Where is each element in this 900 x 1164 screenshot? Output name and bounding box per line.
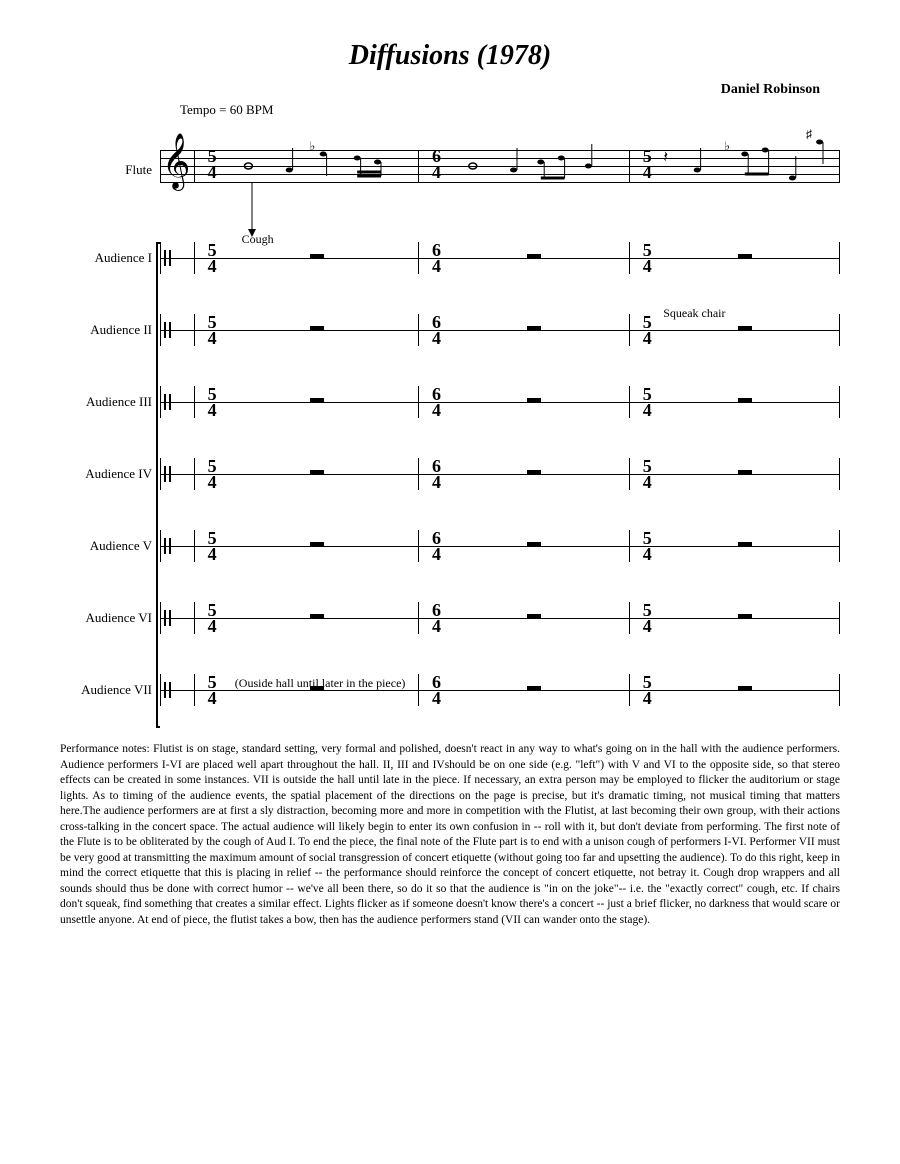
whole-rest-icon: [527, 686, 541, 691]
timesig: 54: [643, 242, 652, 274]
whole-rest-icon: [310, 542, 324, 547]
audience-staff: 54 64 54: [160, 370, 840, 434]
timesig: 54: [643, 602, 652, 634]
audience-staff-row: Audience III 54 64 54: [60, 370, 840, 434]
timesig: 54: [643, 314, 652, 346]
audience-staff-row: Audience I 54 64 54 Cough: [60, 226, 840, 290]
timesig: 64: [432, 242, 441, 274]
whole-rest-icon: [527, 542, 541, 547]
timesig: 54: [643, 674, 652, 706]
whole-rest-icon: [310, 614, 324, 619]
timesig: 54: [208, 602, 217, 634]
timesig: 64: [432, 602, 441, 634]
audience-label: Audience I: [60, 250, 160, 266]
whole-rest-icon: [738, 542, 752, 547]
whole-rest-icon: [310, 398, 324, 403]
audience-staff-row: Audience IV 54 64 54: [60, 442, 840, 506]
audience-staff-row: Audience II 54 64 54 Squeak chair: [60, 298, 840, 362]
whole-rest-icon: [527, 470, 541, 475]
timesig: 54: [208, 314, 217, 346]
whole-rest-icon: [527, 326, 541, 331]
timesig: 64: [432, 314, 441, 346]
cough-annotation: Cough: [242, 232, 274, 247]
whole-rest-icon: [310, 470, 324, 475]
audience-label: Audience III: [60, 394, 160, 410]
audience-label: Audience IV: [60, 466, 160, 482]
flute-label: Flute: [60, 162, 160, 178]
svg-text:♭: ♭: [724, 139, 730, 153]
timesig: 64: [432, 386, 441, 418]
audience-label: Audience VI: [60, 610, 160, 626]
audience-label: Audience II: [60, 322, 160, 338]
squeak-annotation: Squeak chair: [663, 306, 725, 321]
whole-rest-icon: [310, 326, 324, 331]
timesig: 54: [208, 458, 217, 490]
audience-staff: 54 64 54: [160, 586, 840, 650]
whole-rest-icon: [738, 326, 752, 331]
audience-staff-row: Audience VII 54 64 54 (Ouside hall until lat…: [60, 658, 840, 722]
whole-rest-icon: [738, 686, 752, 691]
timesig: 54: [208, 242, 217, 274]
composer-name: Daniel Robinson: [60, 82, 840, 98]
audience-staff-row: Audience V 54 64 54: [60, 514, 840, 578]
performance-notes: Performance notes: Flutist is on stage, …: [60, 742, 840, 928]
flute-notes-icon: ♭ 𝄽 ♭: [160, 120, 840, 220]
audience-label: Audience V: [60, 538, 160, 554]
whole-rest-icon: [527, 398, 541, 403]
audience-staff: 54 64 54 (Ouside hall until later in the pi…: [160, 658, 840, 722]
audience-staff: 54 64 54 Cough: [160, 226, 840, 290]
whole-rest-icon: [310, 254, 324, 259]
tempo-marking: Tempo = 60 BPM: [180, 102, 840, 118]
svg-text:♭: ♭: [310, 139, 316, 153]
audience-staff: 54 64 54: [160, 514, 840, 578]
timesig: 54: [208, 674, 217, 706]
whole-rest-icon: [738, 470, 752, 475]
audience-staff-row: Audience VI 54 64 54: [60, 586, 840, 650]
timesig: 54: [208, 530, 217, 562]
timesig: 54: [643, 386, 652, 418]
score-title: Diffusions (1978): [60, 40, 840, 72]
timesig: 54: [643, 458, 652, 490]
whole-rest-icon: [738, 398, 752, 403]
whole-rest-icon: [527, 614, 541, 619]
flute-staff-row: Flute 𝄞 54 64 54 ♭: [60, 120, 840, 220]
svg-text:𝄽: 𝄽: [663, 149, 668, 166]
whole-rest-icon: [738, 254, 752, 259]
timesig: 64: [432, 674, 441, 706]
svg-text:♯: ♯: [806, 127, 812, 141]
audience-label: Audience VII: [60, 682, 160, 698]
audience-staff: 54 64 54 Squeak chair: [160, 298, 840, 362]
whole-rest-icon: [527, 254, 541, 259]
flute-staff: 𝄞 54 64 54 ♭: [160, 120, 840, 220]
timesig: 64: [432, 530, 441, 562]
outside-annotation: (Ouside hall until later in the piece): [235, 676, 406, 691]
timesig: 54: [643, 530, 652, 562]
audience-staff: 54 64 54: [160, 442, 840, 506]
timesig: 54: [208, 386, 217, 418]
timesig: 64: [432, 458, 441, 490]
whole-rest-icon: [738, 614, 752, 619]
